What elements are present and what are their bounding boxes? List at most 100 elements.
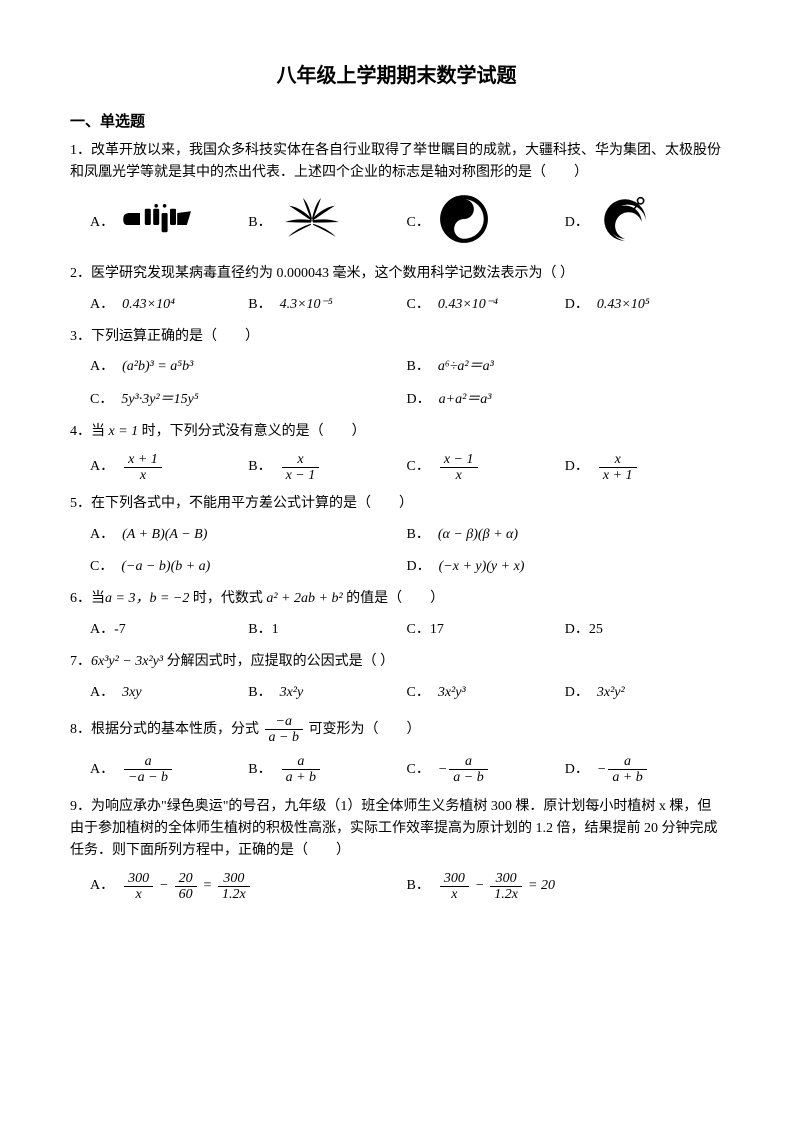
q6-options: A．-7 B．1 C．17 D．25 (90, 619, 723, 641)
q-body: 医学研究发现某病毒直径约为 0.000043 毫米，这个数用科学记数法表示为（ … (91, 266, 574, 281)
num: 20 (175, 871, 197, 887)
question-6: 6．当a = 3，b = −2 时，代数式 a² + 2ab + b² 的值是（… (70, 588, 723, 641)
den: a + b (282, 770, 320, 785)
q4-opt-b: B． xx − 1 (248, 452, 406, 484)
question-2: 2．医学研究发现某病毒直径约为 0.000043 毫米，这个数用科学记数法表示为… (70, 263, 723, 316)
fraction: a−a − b (124, 754, 172, 786)
q1-opt-a: A． (90, 203, 248, 243)
opt-label: D． (407, 556, 431, 578)
q-post: 时，下列分式没有意义的是（ ） (138, 424, 366, 439)
opt-label: A． (90, 524, 114, 546)
q-num: 4． (70, 424, 91, 439)
q4-opt-a: A． x + 1x (90, 452, 248, 484)
opt-label: A． (90, 294, 114, 316)
opt-label: A． (90, 682, 114, 704)
q8-opt-d: D．− aa + b (565, 754, 723, 786)
q1-opt-b: B． (248, 195, 406, 251)
num: x − 1 (440, 452, 478, 468)
q-num: 8． (70, 722, 91, 737)
opt-label: C． (407, 294, 430, 316)
opt-label: D． (565, 294, 589, 316)
opt-val: 3xy (122, 682, 141, 704)
q4-text: 4．当 x = 1 时，下列分式没有意义的是（ ） (70, 421, 723, 443)
opt-val: (a²b)³ = a⁵b³ (122, 356, 193, 378)
opt-label: B． (407, 875, 430, 897)
q7-opt-d: D．3x²y² (565, 682, 723, 704)
num: x (599, 452, 637, 468)
opt-val: D．25 (565, 619, 603, 641)
opt-label: B． (248, 294, 271, 316)
num: x (282, 452, 320, 468)
q3-text: 3．下列运算正确的是（ ） (70, 326, 723, 348)
q5-opt-b: B．(α − β)(β + α) (407, 524, 724, 546)
opt-label: B． (407, 356, 430, 378)
q-cond2: b = −2 (149, 591, 189, 606)
q-num: 5． (70, 496, 91, 511)
q-body: 为响应承办"绿色奥运"的号召，九年级（1）班全体师生义务植树 300 棵．原计划… (70, 799, 718, 859)
fraction: aa + b (282, 754, 320, 786)
q-pre: 当 (91, 591, 105, 606)
den: −a − b (124, 770, 172, 785)
fraction: 3001.2x (490, 871, 522, 903)
q2-opt-c: C．0.43×10⁻⁴ (407, 294, 565, 316)
opt-label: B． (248, 456, 271, 478)
q3-opt-b: B．a⁶÷a²＝a³ (407, 356, 724, 378)
den: x (124, 887, 153, 902)
q8-opt-b: B． aa + b (248, 754, 406, 786)
q-post: 可变形为（ ） (305, 722, 421, 737)
opt-pre: − (597, 759, 606, 781)
section-header: 一、单选题 (70, 110, 723, 134)
num: a (449, 754, 487, 770)
q-body: 分解因式时，应提取的公因式是（ ） (163, 654, 394, 669)
q2-opt-d: D．0.43×10⁵ (565, 294, 723, 316)
question-8: 8．根据分式的基本性质，分式 −aa − b 可变形为（ ） A．a−a − b… (70, 714, 723, 786)
opt-label: B． (248, 759, 271, 781)
opt-label: C． (90, 556, 113, 578)
opt-label: A． (90, 356, 114, 378)
num: 300 (490, 871, 522, 887)
fraction: aa − b (449, 754, 487, 786)
den: x (440, 468, 478, 483)
q-num: 2． (70, 266, 91, 281)
q8-text: 8．根据分式的基本性质，分式 −aa − b 可变形为（ ） (70, 714, 723, 746)
q-num: 6． (70, 591, 91, 606)
q-mid: 时，代数式 (193, 591, 263, 606)
question-1: 1．改革开放以来，我国众多科技实体在各自行业取得了举世瞩目的成就，大疆科技、华为… (70, 140, 723, 253)
opt-val: 3x²y³ (438, 682, 466, 704)
den: a − b (449, 770, 487, 785)
fraction: xx − 1 (282, 452, 320, 484)
question-5: 5．在下列各式中，不能用平方差公式计算的是（ ） A． (A + B)(A − B… (70, 493, 723, 578)
q5-text: 5．在下列各式中，不能用平方差公式计算的是（ ） (70, 493, 723, 515)
den: x − 1 (282, 468, 320, 483)
fraction: x − 1x (440, 452, 478, 484)
opt-val: 5y³·3y²＝15y⁵ (121, 389, 198, 411)
q5-opt-c: C．(−a − b)(b + a) (90, 556, 407, 578)
q8-opt-a: A．a−a − b (90, 754, 248, 786)
sep: − (475, 875, 484, 897)
phoenix-logo-icon (597, 193, 653, 253)
den: a − b (265, 730, 303, 745)
opt-val: 3x²y² (597, 682, 625, 704)
q6-opt-d: D．25 (565, 619, 723, 641)
page-title: 八年级上学期期末数学试题 (70, 60, 723, 92)
opt-label: C． (90, 389, 113, 411)
den: x (124, 468, 162, 483)
num: 300 (218, 871, 250, 887)
q3-options-1: A． (a²b)³ = a⁵b³ B．a⁶÷a²＝a³ (90, 356, 723, 378)
q7-opt-c: C． 3x²y³ (407, 682, 565, 704)
opt-val: (A + B)(A − B) (122, 524, 207, 546)
q-num: 9． (70, 799, 91, 814)
question-7: 7．6x³y² − 3x²y³ 分解因式时，应提取的公因式是（ ） A．3xy … (70, 651, 723, 704)
q5-options-2: C．(−a − b)(b + a) D．(−x + y)(y + x) (90, 556, 723, 578)
q1-body: 改革开放以来，我国众多科技实体在各自行业取得了举世瞩目的成就，大疆科技、华为集团… (70, 143, 721, 180)
opt-label: C． (407, 682, 430, 704)
opt-label: D． (565, 759, 589, 781)
fraction: x + 1x (124, 452, 162, 484)
den: x + 1 (599, 468, 637, 483)
q-pre: 当 (91, 424, 109, 439)
q4-opt-c: C．x − 1x (407, 452, 565, 484)
q-post: 的值是（ ） (346, 591, 444, 606)
q7-options: A．3xy B．3x²y C．3x²y³ D．3x²y² (90, 682, 723, 704)
fraction: aa + b (608, 754, 646, 786)
opt-label: A． (90, 456, 114, 478)
